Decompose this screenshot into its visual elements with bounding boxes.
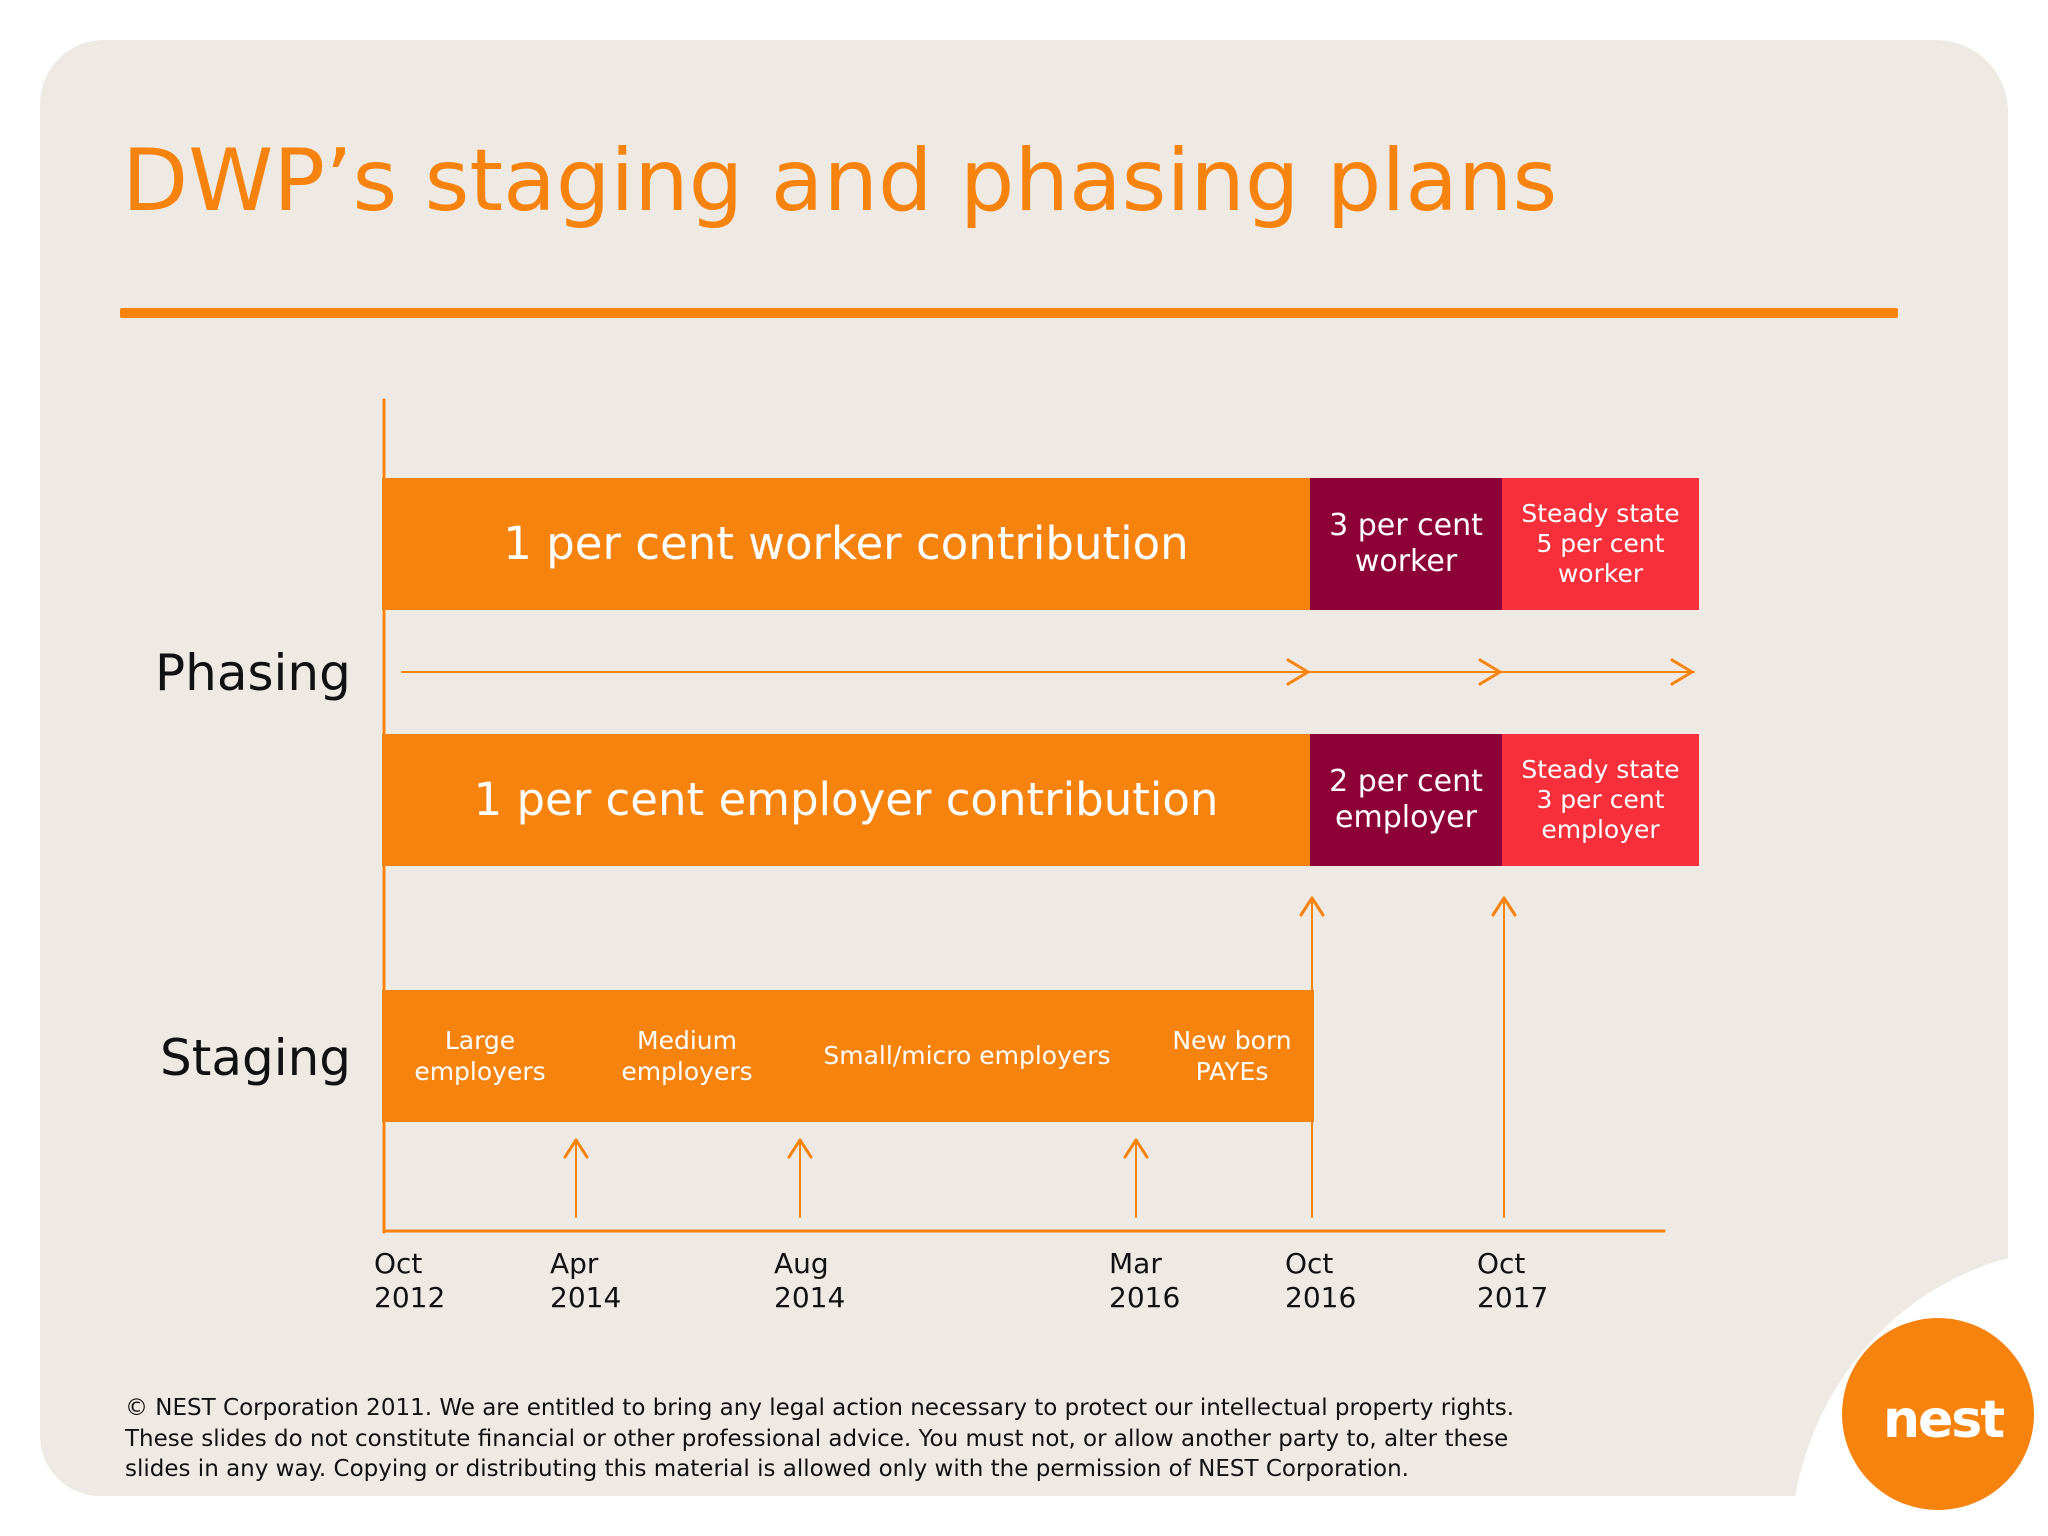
tick-oct-2017: Oct 2017 (1477, 1247, 1548, 1314)
nest-logo: nest (1883, 1390, 2005, 1450)
worker-step2-label: 3 per cent worker (1329, 508, 1483, 579)
phasing-arrowhead-3 (1670, 658, 1694, 686)
page-title: DWP’s staging and phasing plans (122, 131, 1558, 231)
footer-line-2: These slides do not constitute financial… (125, 1425, 1509, 1452)
phasing-arrowhead-1 (1286, 658, 1310, 686)
phasing-arrowhead-2 (1478, 658, 1502, 686)
phasing-label: Phasing (155, 644, 351, 702)
worker-steady-bar: Steady state 5 per cent worker (1502, 478, 1699, 610)
tick-year: 2014 (774, 1280, 846, 1314)
tick-year: 2012 (374, 1280, 446, 1314)
employer-base-bar: 1 per cent employer contribution (382, 734, 1310, 866)
tick-oct-2012: Oct 2012 (374, 1247, 445, 1314)
nest-logo-shape (1790, 1250, 2048, 1536)
employer-steady-label: Steady state 3 per cent employer (1521, 755, 1680, 844)
tick-month: Oct (1285, 1247, 1334, 1280)
tick-oct-2016: Oct 2016 (1285, 1247, 1356, 1314)
tick-year: 2017 (1477, 1280, 1549, 1314)
employer-steady-bar: Steady state 3 per cent employer (1502, 734, 1699, 866)
copyright-footer: © NEST Corporation 2011. We are entitled… (125, 1393, 1605, 1485)
worker-base-bar: 1 per cent worker contribution (382, 478, 1310, 610)
staging-bar: Large employers Medium employers Small/m… (382, 990, 1314, 1122)
tick-month: Aug (774, 1247, 829, 1280)
footer-line-3: slides in any way. Copying or distributi… (125, 1456, 1409, 1483)
tick-month: Mar (1109, 1247, 1162, 1280)
staging-label: Staging (160, 1029, 352, 1087)
employer-step2-label: 2 per cent employer (1329, 764, 1483, 835)
worker-step2-bar: 3 per cent worker (1310, 478, 1502, 610)
tick-apr-2014: Apr 2014 (550, 1247, 621, 1314)
staging-segment-medium: Medium employers (621, 1025, 753, 1086)
tick-year: 2016 (1109, 1280, 1181, 1314)
tick-month: Oct (1477, 1247, 1526, 1280)
tick-month: Apr (550, 1247, 599, 1280)
footer-line-1: © NEST Corporation 2011. We are entitled… (125, 1395, 1515, 1421)
staging-segment-large: Large employers (414, 1025, 546, 1086)
staging-segment-small-micro: Small/micro employers (823, 1041, 1111, 1071)
tick-year: 2014 (550, 1280, 622, 1314)
staging-segment-new-born-payes: New born PAYEs (1172, 1025, 1292, 1086)
tick-aug-2014: Aug 2014 (774, 1247, 845, 1314)
tick-month: Oct (374, 1247, 423, 1280)
worker-steady-label: Steady state 5 per cent worker (1521, 499, 1680, 588)
employer-step2-bar: 2 per cent employer (1310, 734, 1502, 866)
title-rule (120, 308, 1898, 318)
tick-year: 2016 (1285, 1280, 1357, 1314)
tick-mar-2016: Mar 2016 (1109, 1247, 1180, 1314)
